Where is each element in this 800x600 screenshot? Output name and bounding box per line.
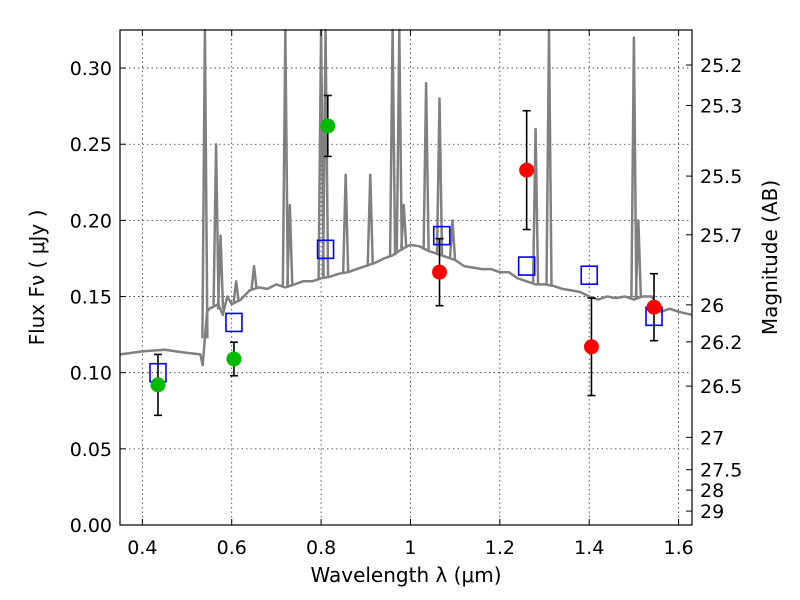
model-photometry-square (580, 265, 599, 286)
mag-tick-label: 26.5 (700, 376, 742, 398)
emission-line (448, 219, 457, 260)
x-axis-title: Wavelength λ (μm) (310, 563, 501, 587)
y-tick-label: 0.10 (70, 363, 112, 385)
plot-frame (119, 29, 693, 526)
emission-line (201, 28, 209, 339)
emission-line (435, 97, 444, 255)
x-tick-label: 0.4 (127, 537, 157, 559)
x-tick-label: 0.8 (306, 537, 336, 559)
x-tick-label: 1.2 (485, 537, 515, 559)
emission-line (400, 203, 408, 249)
mag-tick-label: 25.2 (700, 55, 742, 77)
y-tick-label: 0.00 (70, 515, 112, 537)
emission-line (531, 127, 540, 285)
mag-tick-label: 25.7 (700, 225, 742, 247)
x-tick-label: 1.4 (574, 537, 604, 559)
mag-tick-label: 27.5 (700, 460, 742, 482)
emission-line (422, 82, 430, 250)
emission-line (281, 28, 290, 288)
mag-tick-label: 25.5 (700, 166, 742, 188)
emission-line (232, 280, 240, 303)
model-photometry-square (316, 239, 335, 260)
model-spectrum (119, 28, 693, 367)
observed-point (646, 299, 662, 315)
mag-tick-label: 25.3 (700, 96, 742, 118)
emission-line (216, 234, 225, 310)
emission-line (212, 142, 220, 306)
mag-tick-label: 29 (700, 501, 724, 523)
x-tick-label: 1 (404, 537, 416, 559)
observed-point (432, 264, 448, 280)
emission-line (630, 36, 638, 300)
emission-line (395, 28, 404, 251)
axis-ticks: 0.4 0.6 0.8 1 1.2 1.4 1.6 0.00 0.05 0.10 0.15 0.20 0… (70, 30, 742, 559)
emission-line (545, 28, 553, 286)
observed-point (226, 351, 242, 367)
observed-point (519, 162, 535, 178)
emission-line (366, 173, 374, 265)
model-photometry-square (225, 312, 243, 333)
x-tick-label: 0.6 (217, 537, 247, 559)
observed-point (150, 377, 166, 393)
y-tick-label: 0.15 (70, 287, 112, 309)
y-tick-label: 0.05 (70, 439, 112, 461)
y-tick-label: 0.30 (70, 58, 112, 80)
observed-point (320, 118, 336, 134)
data-points (149, 94, 663, 417)
y-tick-label: 0.25 (70, 134, 112, 156)
emission-line (286, 203, 294, 286)
mag-tick-label: 28 (700, 480, 724, 502)
mag-tick-label: 26 (700, 295, 724, 317)
x-tick-label: 1.6 (663, 537, 693, 559)
emission-line (341, 173, 350, 273)
emission-line (388, 28, 397, 256)
observed-point (583, 339, 599, 355)
mag-tick-label: 27 (700, 427, 724, 449)
y-axis-title: Flux Fν ( μJy ) (25, 210, 49, 346)
y2-axis-title: Magnitude (AB) (758, 180, 782, 335)
y-tick-label: 0.20 (70, 210, 112, 232)
emission-line (634, 219, 643, 299)
model-photometry-square (432, 225, 451, 246)
model-photometry-square (517, 256, 536, 276)
emission-line (250, 264, 258, 290)
mag-tick-label: 26.2 (700, 332, 742, 354)
